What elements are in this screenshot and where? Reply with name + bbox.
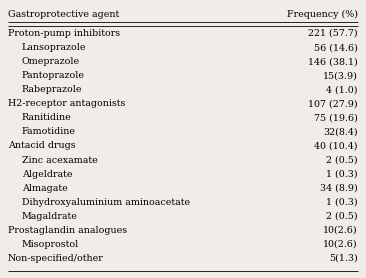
Text: Gastroprotective agent: Gastroprotective agent bbox=[8, 10, 119, 19]
Text: 75 (19.6): 75 (19.6) bbox=[314, 113, 358, 122]
Text: Rabeprazole: Rabeprazole bbox=[22, 85, 82, 94]
Text: 2 (0.5): 2 (0.5) bbox=[326, 155, 358, 165]
Text: Dihydroxyaluminium aminoacetate: Dihydroxyaluminium aminoacetate bbox=[22, 198, 190, 207]
Text: Almagate: Almagate bbox=[22, 184, 68, 193]
Text: Misoprostol: Misoprostol bbox=[22, 240, 79, 249]
Text: 10(2.6): 10(2.6) bbox=[324, 226, 358, 235]
Text: Antacid drugs: Antacid drugs bbox=[8, 142, 76, 150]
Text: 107 (27.9): 107 (27.9) bbox=[309, 99, 358, 108]
Text: Magaldrate: Magaldrate bbox=[22, 212, 78, 221]
Text: 56 (14.6): 56 (14.6) bbox=[314, 43, 358, 52]
Text: 10(2.6): 10(2.6) bbox=[324, 240, 358, 249]
Text: 32(8.4): 32(8.4) bbox=[324, 127, 358, 136]
Text: Omeprazole: Omeprazole bbox=[22, 57, 80, 66]
Text: 1 (0.3): 1 (0.3) bbox=[326, 198, 358, 207]
Text: Non-specified/other: Non-specified/other bbox=[8, 254, 104, 263]
Text: H2-receptor antagonists: H2-receptor antagonists bbox=[8, 99, 126, 108]
Text: Pantoprazole: Pantoprazole bbox=[22, 71, 85, 80]
Text: 221 (57.7): 221 (57.7) bbox=[309, 29, 358, 38]
Text: 146 (38.1): 146 (38.1) bbox=[308, 57, 358, 66]
Text: 40 (10.4): 40 (10.4) bbox=[314, 142, 358, 150]
Text: 2 (0.5): 2 (0.5) bbox=[326, 212, 358, 221]
Text: Algeldrate: Algeldrate bbox=[22, 170, 72, 178]
Text: 5(1.3): 5(1.3) bbox=[329, 254, 358, 263]
Text: Proton-pump inhibitors: Proton-pump inhibitors bbox=[8, 29, 120, 38]
Text: Lansoprazole: Lansoprazole bbox=[22, 43, 86, 52]
Text: 4 (1.0): 4 (1.0) bbox=[326, 85, 358, 94]
Text: 15(3.9): 15(3.9) bbox=[323, 71, 358, 80]
Text: Prostaglandin analogues: Prostaglandin analogues bbox=[8, 226, 127, 235]
Text: Famotidine: Famotidine bbox=[22, 127, 76, 136]
Text: Frequency (%): Frequency (%) bbox=[287, 10, 358, 19]
Text: Ranitidine: Ranitidine bbox=[22, 113, 72, 122]
Text: 1 (0.3): 1 (0.3) bbox=[326, 170, 358, 178]
Text: 34 (8.9): 34 (8.9) bbox=[320, 184, 358, 193]
Text: Zinc acexamate: Zinc acexamate bbox=[22, 155, 98, 165]
